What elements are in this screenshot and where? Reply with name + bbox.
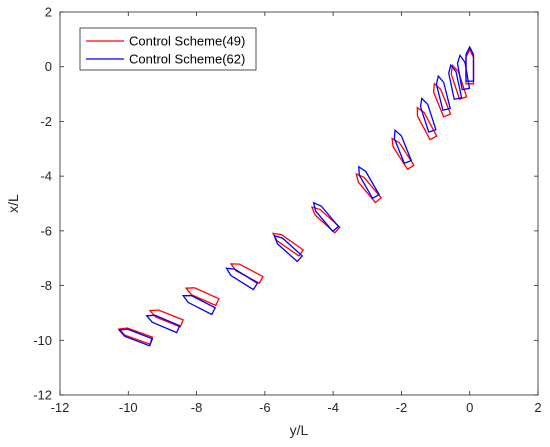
ship-outline-scheme-62 (225, 267, 259, 291)
ship-outlines (117, 45, 475, 347)
x-tick-label: 2 (534, 400, 541, 415)
x-axis-label: y/L (290, 422, 309, 438)
ship-outline-scheme-49 (450, 64, 468, 101)
ship-outline-scheme-49 (184, 287, 220, 307)
y-tick-label: -6 (40, 223, 52, 238)
axes-frame (59, 11, 539, 396)
legend-label-control-scheme-62: Control Scheme(62) (129, 52, 245, 67)
x-tick-label: -10 (119, 400, 138, 415)
legend-label-control-scheme-49: Control Scheme(49) (129, 34, 245, 49)
ship-outline-scheme-49 (355, 172, 383, 204)
ship-outline-scheme-49 (432, 82, 452, 118)
y-tick-label: 0 (45, 59, 52, 74)
x-tick-label: -4 (327, 400, 339, 415)
ship-outline-scheme-62 (273, 234, 304, 263)
y-tick-label: -8 (40, 278, 52, 293)
plot-area: -12 -10 -8 -6 -4 -2 0 2 2 0 -2 -4 -6 -8 -10 -12 (33, 5, 541, 416)
ship-outline-scheme-62 (117, 328, 154, 347)
ship-outline-scheme-62 (145, 314, 181, 334)
ship-outline-scheme-62 (465, 45, 475, 82)
y-tick-label: 2 (45, 5, 52, 20)
ship-outline-scheme-62 (393, 128, 413, 165)
x-tick-label: -2 (396, 400, 408, 415)
legend-box (79, 27, 257, 71)
ship-outline-scheme-62 (448, 63, 463, 100)
ship-outline-scheme-49 (416, 106, 438, 141)
legend: Control Scheme(49) Control Scheme(62) (79, 27, 257, 71)
ship-outline-scheme-62 (419, 97, 437, 133)
ship-outline-scheme-49 (310, 206, 341, 234)
ship-outline-scheme-62 (358, 165, 380, 200)
ship-outline-scheme-49 (391, 137, 415, 171)
ship-outline-scheme-62 (181, 294, 217, 316)
y-tick-label: -4 (40, 169, 52, 184)
y-tick-label: -12 (33, 388, 52, 403)
x-tick-label: -12 (51, 400, 70, 415)
x-tick-label: 0 (466, 400, 473, 415)
ship-outline-scheme-62 (435, 74, 451, 111)
x-tick-label: -6 (259, 400, 271, 415)
ship-outline-scheme-62 (312, 201, 340, 233)
ship-outline-scheme-62 (456, 53, 471, 91)
x-tick-label: -8 (191, 400, 203, 415)
y-tick-label: -2 (40, 114, 52, 129)
y-axis-label: x/L (5, 194, 21, 213)
y-tick-label: -10 (33, 333, 52, 348)
axis-ticks: -12 -10 -8 -6 -4 -2 0 2 2 0 -2 -4 -6 -8 -10 -12 (33, 5, 541, 416)
